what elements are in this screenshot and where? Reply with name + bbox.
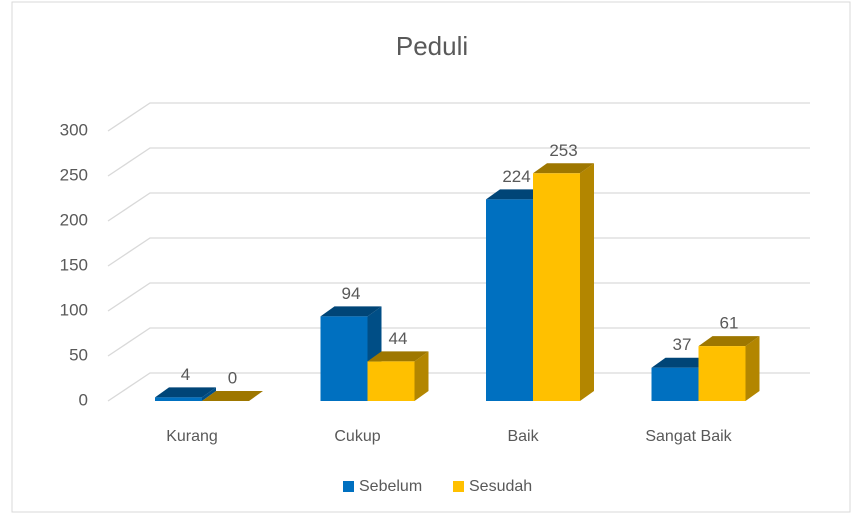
data-label: 253 <box>549 141 577 160</box>
y-tick-label: 0 <box>79 390 88 409</box>
x-tick-label: Kurang <box>166 428 218 445</box>
bar-top <box>155 387 216 398</box>
bar <box>486 199 533 401</box>
y-tick-label: 250 <box>60 165 88 184</box>
bar-side <box>202 387 216 401</box>
bar-top <box>698 336 760 347</box>
chart-frame <box>11 1 851 513</box>
data-label: 61 <box>720 314 739 333</box>
bar-side <box>580 163 594 401</box>
legend-label: Sesudah <box>469 478 532 495</box>
bar <box>367 361 415 401</box>
x-tick-label: Sangat Baik <box>645 428 732 445</box>
bar-top <box>320 306 382 317</box>
bar-top <box>651 357 713 368</box>
y-tick-label: 300 <box>60 120 88 139</box>
data-label: 37 <box>673 335 692 354</box>
y-tick-label: 50 <box>69 345 88 364</box>
legend-swatch <box>453 481 464 492</box>
legend-label: Sebelum <box>359 478 422 495</box>
grid-line <box>107 102 810 132</box>
data-label: 94 <box>342 284 361 303</box>
y-tick-label: 100 <box>60 300 88 319</box>
data-label: 44 <box>389 329 408 348</box>
bar-top <box>367 351 429 362</box>
bar-top <box>533 163 594 174</box>
bar-side <box>414 351 429 401</box>
bar <box>155 397 202 401</box>
x-tick-label: Cukup <box>334 428 380 445</box>
chart-title: Peduli <box>396 31 468 61</box>
y-tick-label: 150 <box>60 255 88 274</box>
bar <box>320 316 368 401</box>
bar-side <box>745 336 760 401</box>
data-label: 224 <box>502 167 530 186</box>
bar-top <box>486 189 547 200</box>
bar <box>698 346 746 401</box>
data-label: 0 <box>228 368 237 387</box>
bar-top <box>202 391 263 401</box>
bar <box>651 367 699 401</box>
bar <box>533 173 580 401</box>
legend-swatch <box>343 481 354 492</box>
y-tick-label: 200 <box>60 210 88 229</box>
data-label: 4 <box>181 365 190 384</box>
grid-line <box>107 147 810 177</box>
x-tick-label: Baik <box>507 428 539 445</box>
